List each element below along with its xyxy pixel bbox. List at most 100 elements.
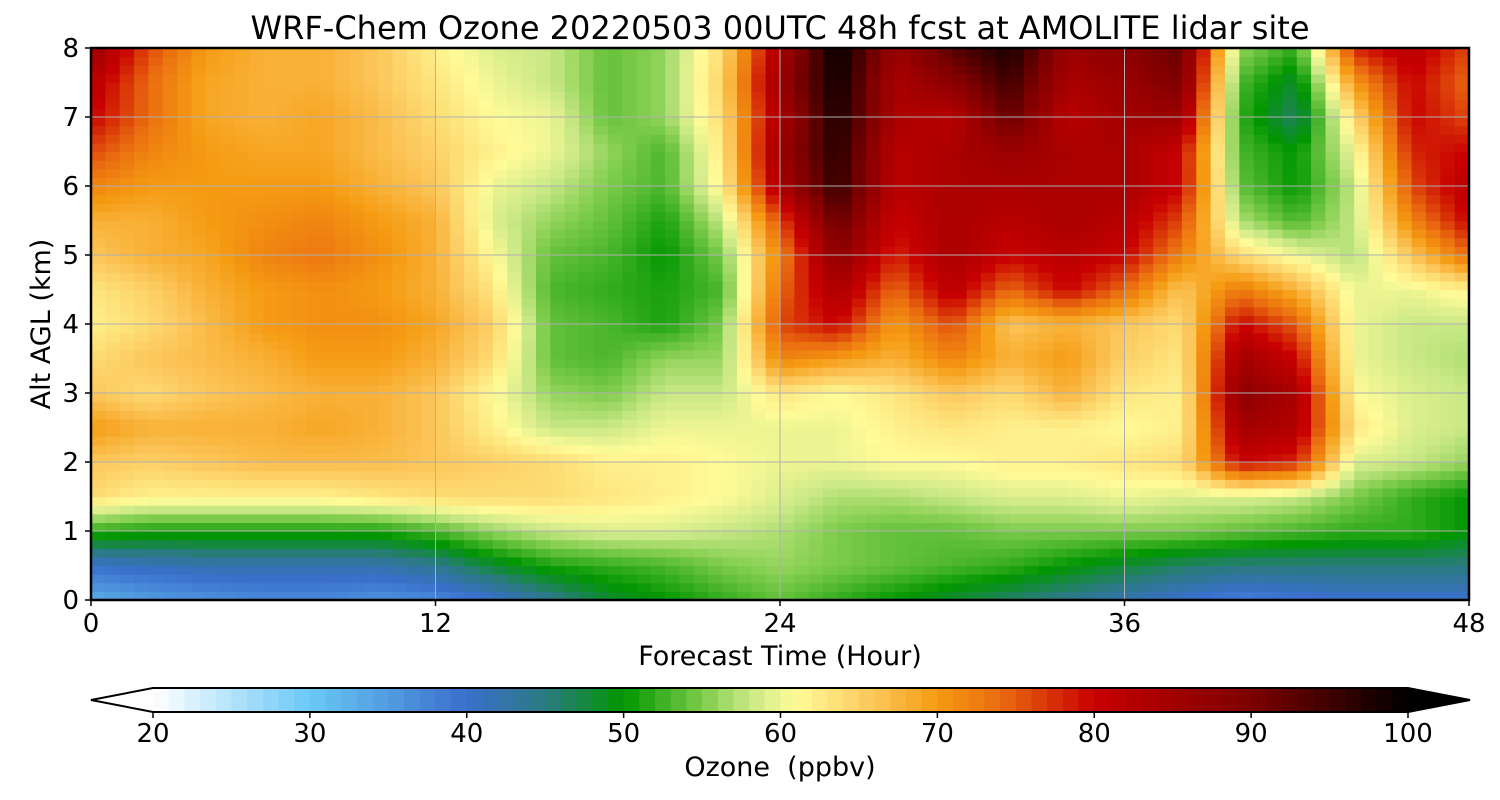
heatmap-cell bbox=[148, 418, 164, 429]
heatmap-cell bbox=[392, 237, 408, 247]
heatmap-cell bbox=[1397, 168, 1413, 178]
heatmap-cell bbox=[478, 548, 494, 558]
heatmap-cell bbox=[1382, 229, 1398, 239]
heatmap-cell bbox=[1138, 194, 1154, 204]
heatmap-cell bbox=[1167, 220, 1183, 230]
heatmap-cell bbox=[995, 436, 1011, 446]
heatmap-cell bbox=[1339, 367, 1355, 377]
heatmap-cell bbox=[679, 272, 695, 282]
heatmap-cell bbox=[851, 358, 867, 368]
heatmap-cell bbox=[1425, 306, 1441, 316]
heatmap-cell bbox=[1368, 246, 1384, 256]
heatmap-cell bbox=[421, 194, 437, 204]
heatmap-cell bbox=[1454, 487, 1469, 498]
heatmap-cell bbox=[105, 289, 121, 299]
heatmap-cell bbox=[1454, 151, 1469, 161]
heatmap-cell bbox=[909, 315, 925, 325]
heatmap-cell bbox=[966, 565, 982, 575]
heatmap-cell bbox=[306, 444, 322, 454]
heatmap-cell bbox=[980, 444, 996, 454]
heatmap-cell bbox=[535, 341, 551, 351]
heatmap-cell bbox=[866, 160, 882, 170]
heatmap-cell bbox=[162, 272, 178, 282]
heatmap-cell bbox=[966, 444, 982, 454]
heatmap-cell bbox=[177, 436, 193, 446]
heatmap-cell bbox=[1354, 591, 1370, 600]
heatmap-cell bbox=[435, 470, 451, 480]
heatmap-cell bbox=[449, 186, 465, 196]
heatmap-cell bbox=[507, 211, 523, 222]
heatmap-cell bbox=[277, 211, 293, 222]
heatmap-cell bbox=[363, 186, 379, 196]
heatmap-cell bbox=[1181, 177, 1197, 187]
heatmap-cell bbox=[736, 556, 752, 567]
heatmap-cell bbox=[550, 211, 566, 222]
heatmap-cell bbox=[435, 289, 451, 299]
heatmap-cell bbox=[148, 444, 164, 454]
heatmap-cell bbox=[1425, 237, 1441, 247]
heatmap-cell bbox=[277, 574, 293, 584]
heatmap-cell bbox=[564, 505, 580, 515]
heatmap-cell bbox=[693, 186, 709, 196]
heatmap-cell bbox=[1239, 418, 1255, 429]
heatmap-cell bbox=[937, 263, 953, 273]
heatmap-cell bbox=[980, 462, 996, 472]
heatmap-cell bbox=[923, 418, 939, 429]
heatmap-cell bbox=[1339, 229, 1355, 239]
heatmap-cell bbox=[535, 255, 551, 265]
heatmap-cell bbox=[1296, 229, 1312, 239]
heatmap-cell bbox=[1282, 410, 1298, 420]
heatmap-cell bbox=[1239, 315, 1255, 325]
heatmap-cell bbox=[736, 168, 752, 178]
heatmap-cell bbox=[894, 453, 910, 463]
heatmap-cell bbox=[794, 186, 810, 196]
heatmap-cell bbox=[1411, 332, 1427, 342]
heatmap-cell bbox=[607, 574, 623, 584]
heatmap-cell bbox=[636, 470, 652, 480]
heatmap-cell bbox=[177, 496, 193, 506]
heatmap-cell bbox=[349, 151, 365, 161]
heatmap-cell bbox=[134, 513, 150, 523]
heatmap-cell bbox=[636, 151, 652, 161]
heatmap-cell bbox=[363, 367, 379, 377]
heatmap-cell bbox=[1024, 384, 1039, 394]
heatmap-cell bbox=[866, 220, 882, 230]
heatmap-cell bbox=[1253, 280, 1269, 291]
heatmap-cell bbox=[808, 539, 824, 549]
heatmap-cell bbox=[1067, 556, 1083, 567]
heatmap-cell bbox=[550, 462, 566, 472]
heatmap-cell bbox=[564, 436, 580, 446]
heatmap-cell bbox=[177, 255, 193, 265]
heatmap-cell bbox=[378, 410, 394, 420]
heatmap-cell bbox=[622, 263, 638, 273]
heatmap-cell bbox=[263, 427, 279, 437]
heatmap-cell bbox=[1095, 418, 1111, 429]
heatmap-cell bbox=[1124, 367, 1140, 377]
heatmap-cell bbox=[119, 531, 135, 541]
heatmap-cell bbox=[277, 591, 293, 600]
heatmap-cell bbox=[478, 177, 494, 187]
heatmap-cell bbox=[521, 565, 537, 575]
heatmap-cell bbox=[1296, 177, 1312, 187]
heatmap-cell bbox=[306, 246, 322, 256]
heatmap-cell bbox=[320, 255, 336, 265]
heatmap-cell bbox=[866, 539, 882, 549]
heatmap-cell bbox=[449, 384, 465, 394]
heatmap-cell bbox=[794, 565, 810, 575]
heatmap-cell bbox=[1239, 410, 1255, 420]
heatmap-cell bbox=[1138, 341, 1154, 351]
heatmap-cell bbox=[1311, 462, 1327, 472]
heatmap-cell bbox=[579, 582, 594, 592]
heatmap-cell bbox=[335, 194, 350, 204]
heatmap-cell bbox=[1095, 531, 1111, 541]
heatmap-cell bbox=[220, 367, 236, 377]
heatmap-cell bbox=[1411, 539, 1427, 549]
heatmap-cell bbox=[1239, 237, 1255, 247]
heatmap-cell bbox=[1024, 574, 1039, 584]
heatmap-cell bbox=[1052, 444, 1068, 454]
heatmap-cell bbox=[1368, 255, 1384, 265]
heatmap-cell bbox=[579, 453, 594, 463]
heatmap-cell bbox=[1268, 229, 1283, 239]
heatmap-cell bbox=[1110, 565, 1126, 575]
heatmap-cell bbox=[780, 496, 795, 506]
